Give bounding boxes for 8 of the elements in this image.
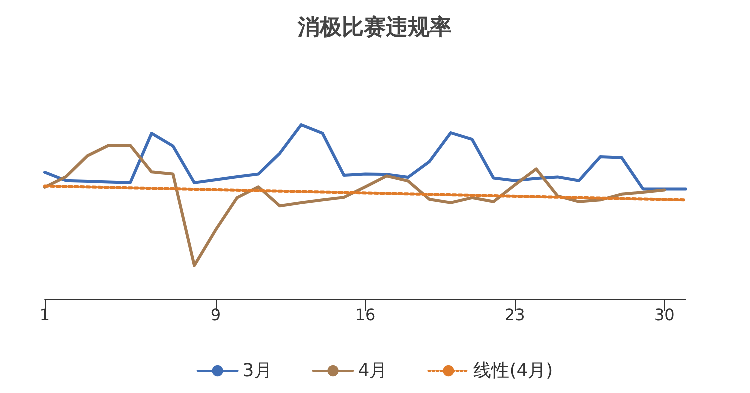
x-tick-label: 23 bbox=[504, 306, 526, 324]
legend-label: 3月 bbox=[242, 360, 272, 382]
x-tick-label: 9 bbox=[210, 306, 222, 324]
legend-label: 线性(4月) bbox=[474, 360, 554, 382]
x-tick-label: 30 bbox=[654, 306, 675, 324]
x-tick-label: 16 bbox=[355, 306, 376, 324]
legend-label: 4月 bbox=[358, 360, 388, 382]
chart-title: 消极比赛违规率 bbox=[297, 14, 452, 40]
